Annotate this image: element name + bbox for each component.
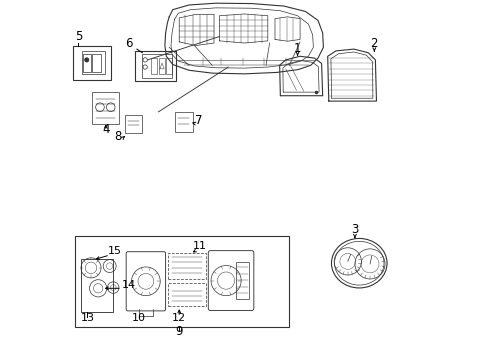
Bar [92, 54, 101, 72]
Circle shape [85, 58, 88, 62]
Bar [142, 54, 172, 78]
Bar [168, 253, 205, 279]
Bar [73, 45, 110, 80]
Bar [92, 92, 119, 125]
Bar [165, 58, 172, 74]
Text: 5: 5 [75, 30, 82, 43]
Text: 6: 6 [124, 37, 132, 50]
Text: 3: 3 [350, 223, 358, 236]
Bar [150, 58, 157, 74]
Text: 8: 8 [114, 130, 121, 143]
Text: 4: 4 [102, 123, 109, 136]
Bar [236, 262, 249, 300]
Text: 10: 10 [131, 312, 145, 323]
Text: 12: 12 [172, 312, 186, 323]
Text: 9: 9 [175, 325, 183, 338]
Text: 1: 1 [293, 42, 301, 55]
Bar [174, 112, 192, 132]
Text: 2: 2 [370, 37, 377, 50]
Bar [125, 116, 142, 134]
Bar [159, 58, 165, 74]
Text: 13: 13 [80, 312, 94, 323]
Text: 14: 14 [122, 280, 136, 290]
Text: 15: 15 [108, 246, 122, 256]
Bar [81, 258, 113, 312]
Bar [168, 283, 205, 306]
Bar [82, 54, 90, 72]
Bar [75, 235, 288, 327]
Text: 7: 7 [195, 114, 203, 127]
Bar [135, 51, 176, 81]
Bar [82, 51, 105, 74]
Text: 11: 11 [192, 241, 206, 251]
